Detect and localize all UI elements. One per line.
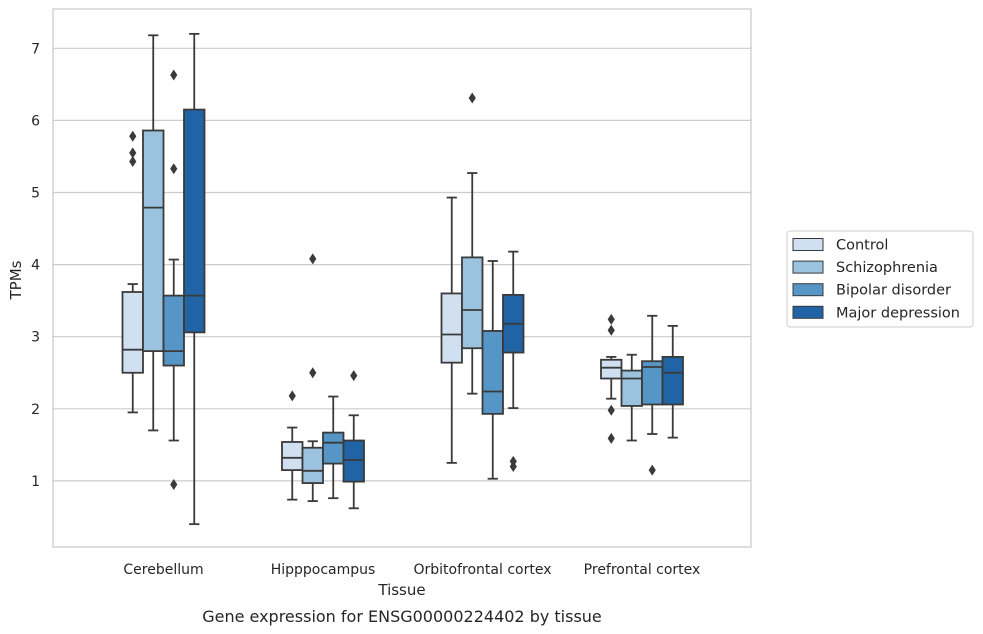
- legend: Control Schizophrenia Bipolar disorder Majo…: [786, 230, 974, 328]
- iqr-box: [440, 292, 463, 364]
- iqr-box: [162, 294, 185, 367]
- iqr-box: [481, 330, 504, 415]
- box-bipolar-disorder-hipppocampus: [322, 395, 345, 500]
- box-series: [121, 32, 684, 526]
- y-axis-ticks: 1 2 3 4 5 6 7: [31, 41, 40, 490]
- y-tick-label-1: 1: [31, 474, 40, 490]
- outlier-point-1: [350, 370, 358, 382]
- x-axis-label: Tissue: [377, 581, 425, 599]
- iqr-box: [461, 256, 484, 350]
- outlier-point-1: [170, 69, 178, 81]
- box-control-cerebellum: [121, 130, 144, 414]
- x-tick-label-hipppocampus: Hipppocampus: [271, 562, 376, 578]
- outlier-point-2: [607, 324, 615, 336]
- legend-frame: [786, 230, 974, 328]
- outlier-point-2: [309, 367, 317, 379]
- iqr-box: [322, 431, 345, 465]
- chart-caption: Gene expression for ENSG00000224402 by t…: [202, 607, 602, 626]
- y-tick-label-4: 4: [31, 258, 40, 274]
- box-control-hipppocampus: [281, 390, 304, 501]
- box-schizophrenia-prefrontal-cortex: [620, 353, 643, 442]
- legend-label: Major depression: [836, 305, 960, 321]
- iqr-box: [281, 441, 304, 471]
- y-tick-label-6: 6: [31, 113, 40, 129]
- box-schizophrenia-orbitofrontal-cortex: [461, 92, 484, 395]
- legend-item-control: Control: [792, 238, 888, 254]
- legend-item-bipolar-disorder: Bipolar disorder: [792, 283, 951, 299]
- plot-frame: [52, 8, 752, 548]
- box-schizophrenia-cerebellum: [142, 34, 165, 432]
- outlier-point-4: [607, 432, 615, 444]
- legend-label: Schizophrenia: [836, 260, 938, 276]
- box-bipolar-disorder-cerebellum: [162, 69, 185, 491]
- outlier-point-1: [129, 130, 137, 142]
- legend-swatch: [792, 283, 824, 297]
- x-tick-label-prefrontal-cortex: Prefrontal cortex: [584, 562, 701, 578]
- box-control-orbitofrontal-cortex: [440, 196, 463, 464]
- legend-swatch: [792, 238, 824, 251]
- outlier-point-2: [129, 147, 137, 159]
- iqr-box: [342, 439, 365, 483]
- legend-swatch: [792, 305, 824, 319]
- box-major-depression-cerebellum: [183, 32, 206, 526]
- legend-swatch: [792, 260, 824, 274]
- iqr-box: [121, 291, 144, 374]
- outlier-point-3: [607, 404, 615, 416]
- x-tick-label-orbitofrontal-cortex: Orbitofrontal cortex: [414, 562, 552, 578]
- legend-label: Control: [836, 238, 888, 254]
- box-bipolar-disorder-orbitofrontal-cortex: [481, 260, 504, 480]
- box-control-prefrontal-cortex: [600, 313, 623, 444]
- legend-item-major-depression: Major depression: [792, 305, 960, 321]
- box-major-depression-orbitofrontal-cortex: [502, 250, 525, 472]
- iqr-box: [620, 369, 643, 407]
- box-major-depression-hipppocampus: [342, 370, 365, 510]
- y-tick-label-2: 2: [31, 402, 40, 418]
- iqr-box: [142, 129, 165, 353]
- iqr-box: [600, 358, 623, 380]
- x-axis-ticks: Cerebellum Hipppocampus Orbitofrontal cort…: [123, 562, 700, 578]
- y-axis-label: TPMs: [7, 260, 25, 300]
- outlier-point-1: [288, 390, 296, 402]
- iqr-box: [183, 108, 206, 334]
- y-tick-label-3: 3: [31, 330, 40, 346]
- outlier-point-1: [468, 92, 476, 104]
- outlier-point-2: [509, 460, 517, 472]
- outlier-point-1: [607, 313, 615, 325]
- outlier-point-1: [309, 253, 317, 265]
- legend-item-schizophrenia: Schizophrenia: [792, 260, 938, 276]
- y-tick-label-5: 5: [31, 186, 40, 202]
- outlier-point-3: [170, 479, 178, 491]
- x-tick-label-cerebellum: Cerebellum: [123, 562, 203, 578]
- outlier-point-1: [648, 464, 656, 476]
- outlier-point-2: [170, 163, 178, 175]
- legend-label: Bipolar disorder: [836, 283, 951, 299]
- iqr-box: [661, 355, 684, 406]
- box-major-depression-prefrontal-cortex: [661, 324, 684, 439]
- outlier-point-3: [129, 155, 137, 167]
- iqr-box: [301, 446, 324, 484]
- box-bipolar-disorder-prefrontal-cortex: [641, 314, 664, 476]
- box-schizophrenia-hipppocampus: [301, 253, 324, 502]
- y-tick-label-7: 7: [31, 41, 40, 57]
